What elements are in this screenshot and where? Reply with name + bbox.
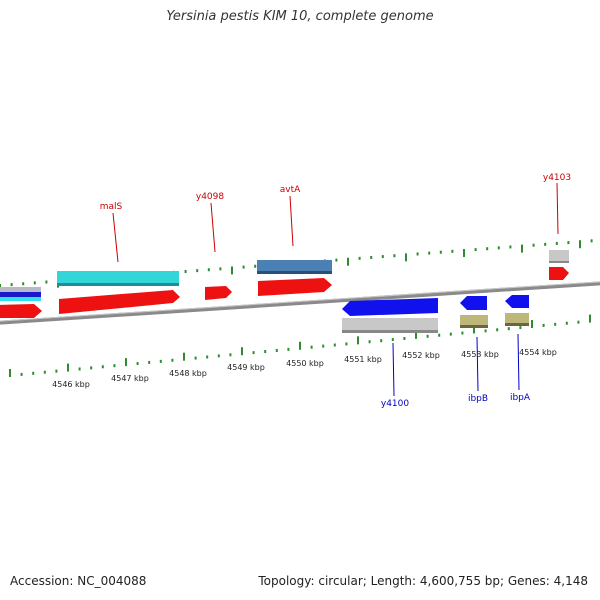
gene-label-leaders [112,182,559,397]
scale-label: 4553 kbp [461,350,499,359]
scale-label: 4548 kbp [169,369,207,378]
scale-label: 4551 kbp [344,355,382,364]
scale-label: 4552 kbp [402,351,440,360]
feature-red-avta [258,278,332,296]
gene-label-avta: avtA [280,185,301,195]
gene-label-ibpa: ibpA [510,393,531,403]
feature-grey-y4100 [342,318,438,331]
feature-blue-avta [257,260,332,272]
gene-label-ibpb: ibpB [468,394,488,404]
genome-summary: Topology: circular; Length: 4,600,755 bp… [258,574,588,588]
feature-red-y4098 [205,286,232,300]
feature-red-mals [59,290,180,314]
scale-label: 4549 kbp [227,363,265,372]
feature-cyan-left [0,297,41,301]
scale-label: 4554 kbp [519,348,557,357]
genome-title: Yersinia pestis KIM 10, complete genome [166,9,434,24]
gene-label-y4098: y4098 [196,192,225,202]
feature-blue-left [0,292,41,297]
gene-label-y4103: y4103 [543,173,571,183]
feature-cyan-mals [57,271,179,284]
feature-blue-ibpb [460,296,487,310]
gene-label-y4100: y4100 [381,399,410,409]
scale-labels: 4546 kbp 4547 kbp 4548 kbp 4549 kbp 4550… [52,348,557,389]
scale-label: 4550 kbp [286,359,324,368]
genome-backbone [0,281,600,325]
feature-blue-ibpa [505,295,529,308]
feature-red-y4103 [549,267,569,280]
forward-features [0,250,569,318]
lower-tick-track [9,314,591,377]
feature-red-left [0,304,42,318]
scale-label: 4546 kbp [52,380,90,389]
feature-olive-ibpb [460,315,488,326]
feature-grey-left [0,287,41,292]
feature-olive-ibpa [505,313,529,324]
gene-labels: malS y4098 avtA y4103 y4100 ibpB ibpA [100,173,571,409]
feature-grey-y4103 [549,250,569,262]
gene-label-mals: malS [100,202,123,212]
accession-label: Accession: NC_004088 [10,574,147,588]
feature-blue-y4100 [342,298,438,316]
reverse-features [342,295,529,333]
scale-label: 4547 kbp [111,374,149,383]
